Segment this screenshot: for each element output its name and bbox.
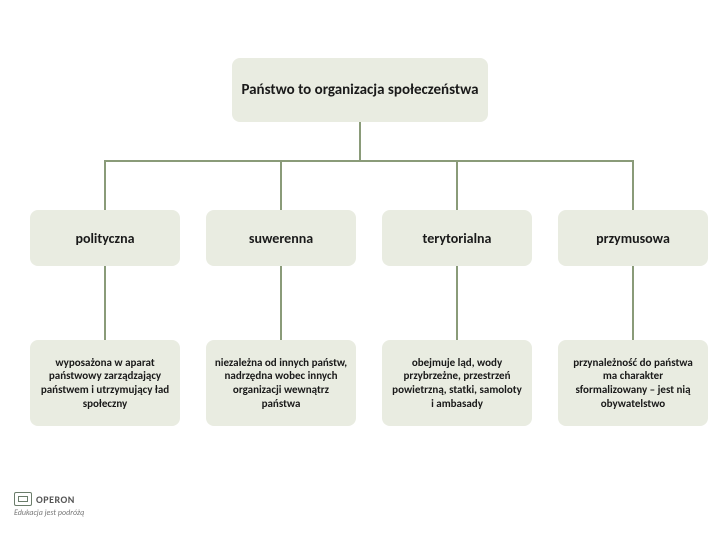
connector-to-branch-0 bbox=[104, 160, 106, 210]
logo-brand: OPERON bbox=[36, 493, 75, 506]
leaf-node-3: przynależność do państwa ma charakter sf… bbox=[558, 340, 708, 426]
diagram-canvas: Państwo to organizacja społeczeństwa poli… bbox=[0, 0, 720, 540]
branch-node-2: terytorialna bbox=[382, 210, 532, 266]
connector-to-leaf-1 bbox=[280, 266, 282, 340]
connector-to-branch-1 bbox=[280, 160, 282, 210]
leaf-node-1: niezależna od innych państw, nadrzędna w… bbox=[206, 340, 356, 426]
connector-horizontal bbox=[104, 160, 634, 162]
connector-to-branch-2 bbox=[456, 160, 458, 210]
branch-node-3: przymusowa bbox=[558, 210, 708, 266]
connector-to-branch-3 bbox=[632, 160, 634, 210]
publisher-logo: OPERON Edukacja jest podróżą bbox=[14, 492, 84, 518]
connector-to-leaf-2 bbox=[456, 266, 458, 340]
logo-icon bbox=[14, 492, 32, 506]
leaf-node-0: wyposażona w aparat państwowy zarządzają… bbox=[30, 340, 180, 426]
connector-to-leaf-3 bbox=[632, 266, 634, 340]
leaf-node-2: obejmuje ląd, wody przybrzeżne, przestrz… bbox=[382, 340, 532, 426]
connector-to-leaf-0 bbox=[104, 266, 106, 340]
connector-root-drop bbox=[359, 122, 361, 160]
logo-tagline: Edukacja jest podróżą bbox=[14, 508, 84, 518]
branch-node-0: polityczna bbox=[30, 210, 180, 266]
root-node: Państwo to organizacja społeczeństwa bbox=[232, 58, 488, 122]
branch-node-1: suwerenna bbox=[206, 210, 356, 266]
